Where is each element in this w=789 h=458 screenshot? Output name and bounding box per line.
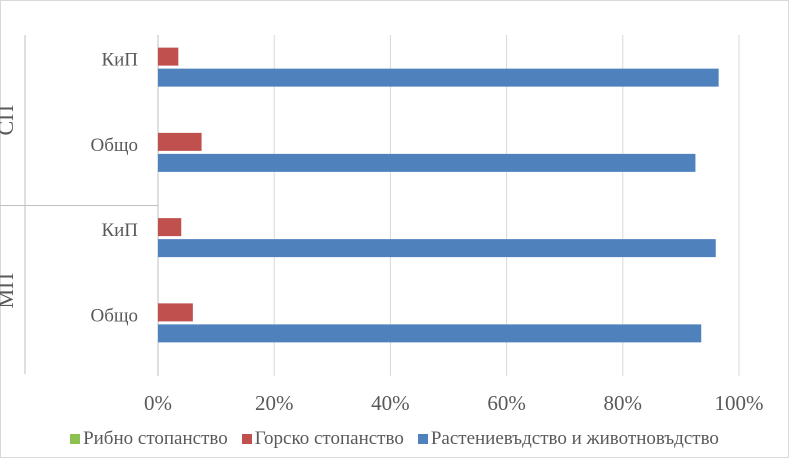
bar	[158, 68, 719, 87]
legend-label: Растениевъдство и животновъдство	[430, 428, 719, 449]
legend-item: Горско стопанство	[241, 428, 404, 450]
bar	[158, 132, 202, 151]
bar	[158, 47, 179, 66]
category-label: Общо	[90, 135, 138, 156]
legend-label: Горско стопанство	[254, 428, 404, 449]
x-tick-label: 80%	[604, 391, 643, 415]
legend-swatch	[417, 434, 428, 444]
x-tick-label: 100%	[715, 391, 764, 415]
x-tick-label: 40%	[371, 391, 410, 415]
bar	[158, 218, 182, 237]
legend-label: Рибно стопанство	[83, 428, 228, 449]
bar	[158, 239, 716, 258]
bar	[158, 153, 696, 172]
bar	[158, 324, 702, 343]
legend: Рибно стопанство Горско стопанство Растени…	[0, 424, 789, 454]
legend-swatch	[241, 434, 252, 444]
group-label: МП	[0, 273, 18, 309]
x-tick-label: 0%	[144, 391, 172, 415]
x-tick-label: 60%	[487, 391, 526, 415]
category-label: Общо	[90, 305, 138, 326]
bar	[158, 303, 193, 322]
legend-item: Растениевъдство и животновъдство	[417, 428, 719, 450]
x-tick-label: 20%	[255, 391, 294, 415]
category-label: КиП	[101, 220, 138, 241]
legend-item: Рибно стопанство	[70, 428, 228, 450]
legend-swatch	[70, 434, 81, 444]
category-label: КиП	[101, 50, 138, 71]
group-label: СП	[0, 105, 18, 136]
